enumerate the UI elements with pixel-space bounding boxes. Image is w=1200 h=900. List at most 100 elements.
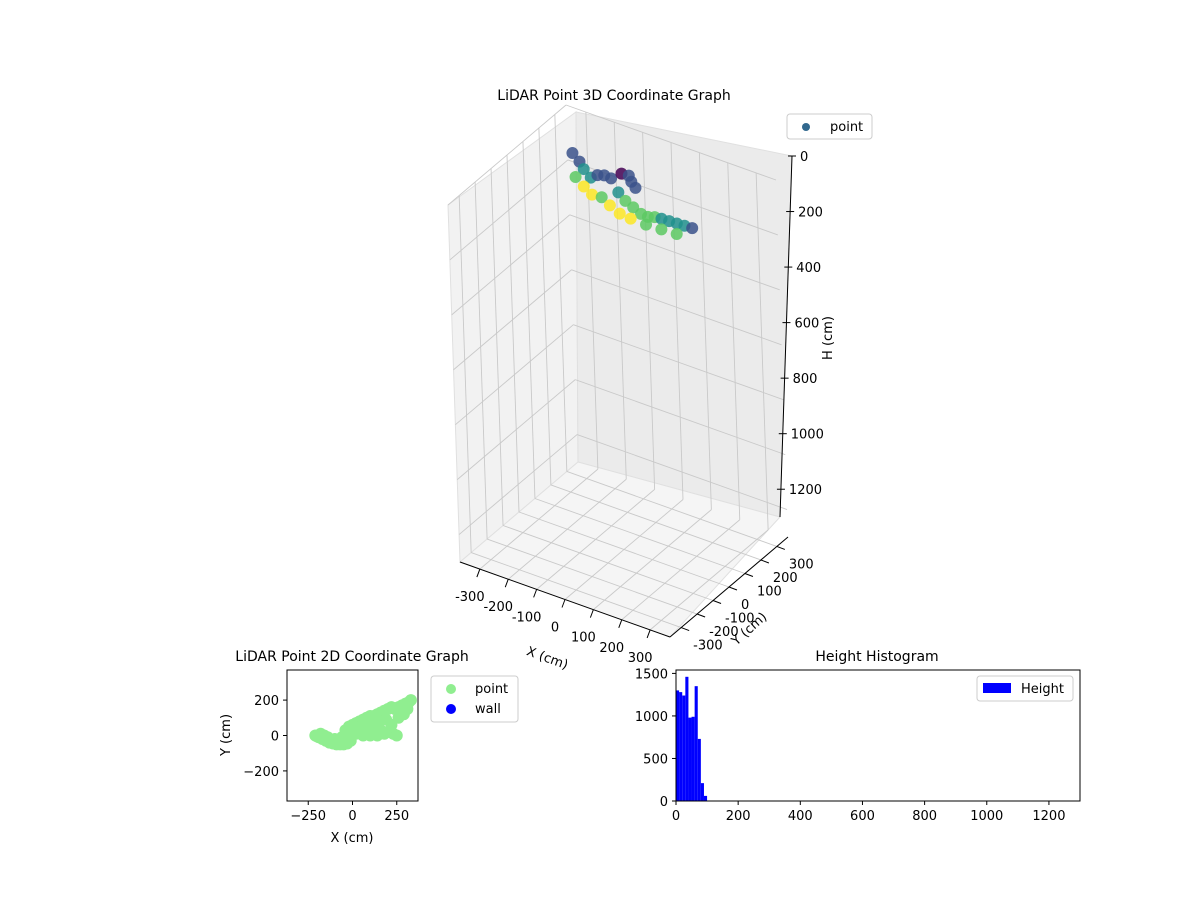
histogram-bar-8 [700, 783, 704, 801]
grid-3d-z-back-5 [575, 379, 786, 456]
ticks-2d: −250 0 250 −200 0 200 [243, 694, 409, 824]
grid-3d-z-back-2 [569, 214, 780, 291]
axis-3d-z [779, 155, 793, 518]
point-3d [566, 147, 579, 160]
y-axis-2d-label: Y (cm) [219, 714, 234, 757]
grid-3d-z-left-1 [449, 159, 569, 261]
grid-3d-y-left-3 [506, 154, 520, 513]
point-3d [624, 212, 637, 225]
histogram-bar-4 [688, 717, 692, 801]
tick-3d-y-5 [760, 559, 770, 564]
grid-3d-x-back-6 [755, 172, 769, 530]
grid-3d-y-floor-1 [486, 538, 698, 615]
tick-label-2d-y: 0 [271, 730, 279, 745]
tick-label-hist-y: 1500 [635, 667, 668, 682]
histogram-bar-6 [694, 686, 698, 801]
tick-3d-y-4 [744, 573, 754, 577]
tick-label-3d-z: 1200 [789, 483, 822, 498]
point-3d [586, 188, 599, 201]
point-3d [577, 180, 590, 193]
grid-3d-x-back-3 [670, 142, 684, 500]
scatter-point-point [355, 720, 368, 733]
legend-2d-marker-point [446, 684, 456, 694]
axis-3d-x [459, 561, 671, 638]
point-3d [670, 228, 683, 241]
legend-3d-label: point [830, 120, 863, 135]
legend-histogram-box [976, 675, 1074, 702]
axis-3d-y [669, 536, 789, 638]
grid-3d-x-back-4 [698, 152, 712, 510]
point-3d [640, 218, 653, 231]
histogram-bar-0 [676, 690, 680, 801]
scatter-point-point [318, 729, 331, 742]
tick-label-2d-y: 200 [254, 694, 279, 709]
histogram-bar-9 [703, 795, 708, 801]
tick-label-hist-x: 200 [726, 809, 751, 824]
tick-label-2d-x: 0 [348, 809, 356, 824]
grid-3d-z-back-4 [573, 324, 784, 401]
tick-label-hist-x: 1000 [970, 809, 1003, 824]
tick-label-3d-z: 1000 [791, 428, 824, 443]
tick-label-3d-y: -300 [693, 639, 723, 654]
tick-label-hist-y: 500 [643, 752, 668, 767]
tick-label-hist-x: 800 [912, 809, 937, 824]
grid-3d-y-left-0 [458, 195, 472, 553]
grid-3d-y-floor-2 [502, 525, 714, 601]
tick-3d-y-2 [712, 600, 722, 604]
legend-2d-marker-wall [446, 704, 456, 714]
scatter-point-point [394, 706, 407, 719]
histogram-title: Height Histogram [815, 649, 938, 665]
tick-label-3d-z: 800 [793, 372, 818, 387]
tick-3d-y-1 [696, 613, 706, 618]
grid-3d-z-back-6 [576, 434, 788, 510]
scatter-point-point [390, 729, 403, 742]
tick-label-3d-x: 0 [551, 621, 559, 636]
point-3d [569, 171, 582, 184]
tick-label-3d-x: 300 [628, 651, 653, 666]
grid-3d-y-floor-4 [534, 498, 746, 574]
tick-label-3d-x: 200 [599, 641, 624, 656]
ticks-histogram: 0 200 400 600 800 1000 1200 0 500 1000 1500 [635, 667, 1066, 824]
tick-3d-y-6 [776, 545, 786, 550]
point-3d [686, 222, 699, 235]
grid-3d-z-left-4 [455, 324, 574, 426]
point-3d [629, 181, 642, 194]
tick-label-hist-y: 0 [660, 795, 668, 810]
tick-label-3d-z: 200 [798, 206, 823, 221]
tick-3d-x-1 [504, 579, 509, 588]
tick-label-3d-y: 300 [789, 557, 814, 572]
tick-label-2d-x: 250 [384, 809, 409, 824]
grid-3d-y-floor-0 [471, 552, 682, 628]
chart-histogram: Height Histogram 0 200 400 600 800 1000 1200 0 5… [635, 649, 1081, 824]
scatter-2d-points [309, 694, 417, 751]
x-axis-2d-label: X (cm) [331, 831, 374, 846]
point-3d [613, 207, 626, 220]
tick-label-3d-x: -300 [455, 590, 485, 605]
tick-3d-x-0 [476, 568, 481, 578]
tick-3d-y-0 [680, 627, 690, 632]
tick-3d-x-4 [589, 609, 594, 618]
chart-2d: LiDAR Point 2D Coordinate Graph −250 0 250… [219, 649, 519, 846]
point-3d [655, 223, 668, 236]
histogram-bar-5 [691, 716, 695, 801]
grid-3d-y-left-5 [538, 127, 552, 485]
tick-label-3d-x: 100 [571, 631, 596, 646]
tick-label-3d-y: -200 [709, 625, 739, 640]
histogram-bar-1 [679, 692, 683, 801]
grid-3d-x-back-1 [613, 122, 627, 480]
point-3d [603, 199, 616, 212]
tick-label-hist-x: 400 [788, 809, 813, 824]
grid-3d-x-back-5 [727, 162, 741, 520]
legend-histogram-label: Height [1021, 682, 1064, 697]
tick-label-hist-y: 1000 [635, 710, 668, 725]
grid-3d-y-floor-3 [518, 511, 730, 588]
tick-label-3d-y: -100 [725, 612, 755, 627]
legend-3d-marker [802, 123, 810, 131]
ticks-3d: -300-200-1000100200300-300-200-100010020… [455, 150, 824, 666]
grid-3d-x-back-2 [642, 132, 656, 490]
grid-3d-y-floor-5 [550, 484, 762, 561]
axes-frame-histogram [675, 669, 1081, 802]
legend-3d: point [786, 113, 873, 140]
tick-label-hist-x: 600 [850, 809, 875, 824]
